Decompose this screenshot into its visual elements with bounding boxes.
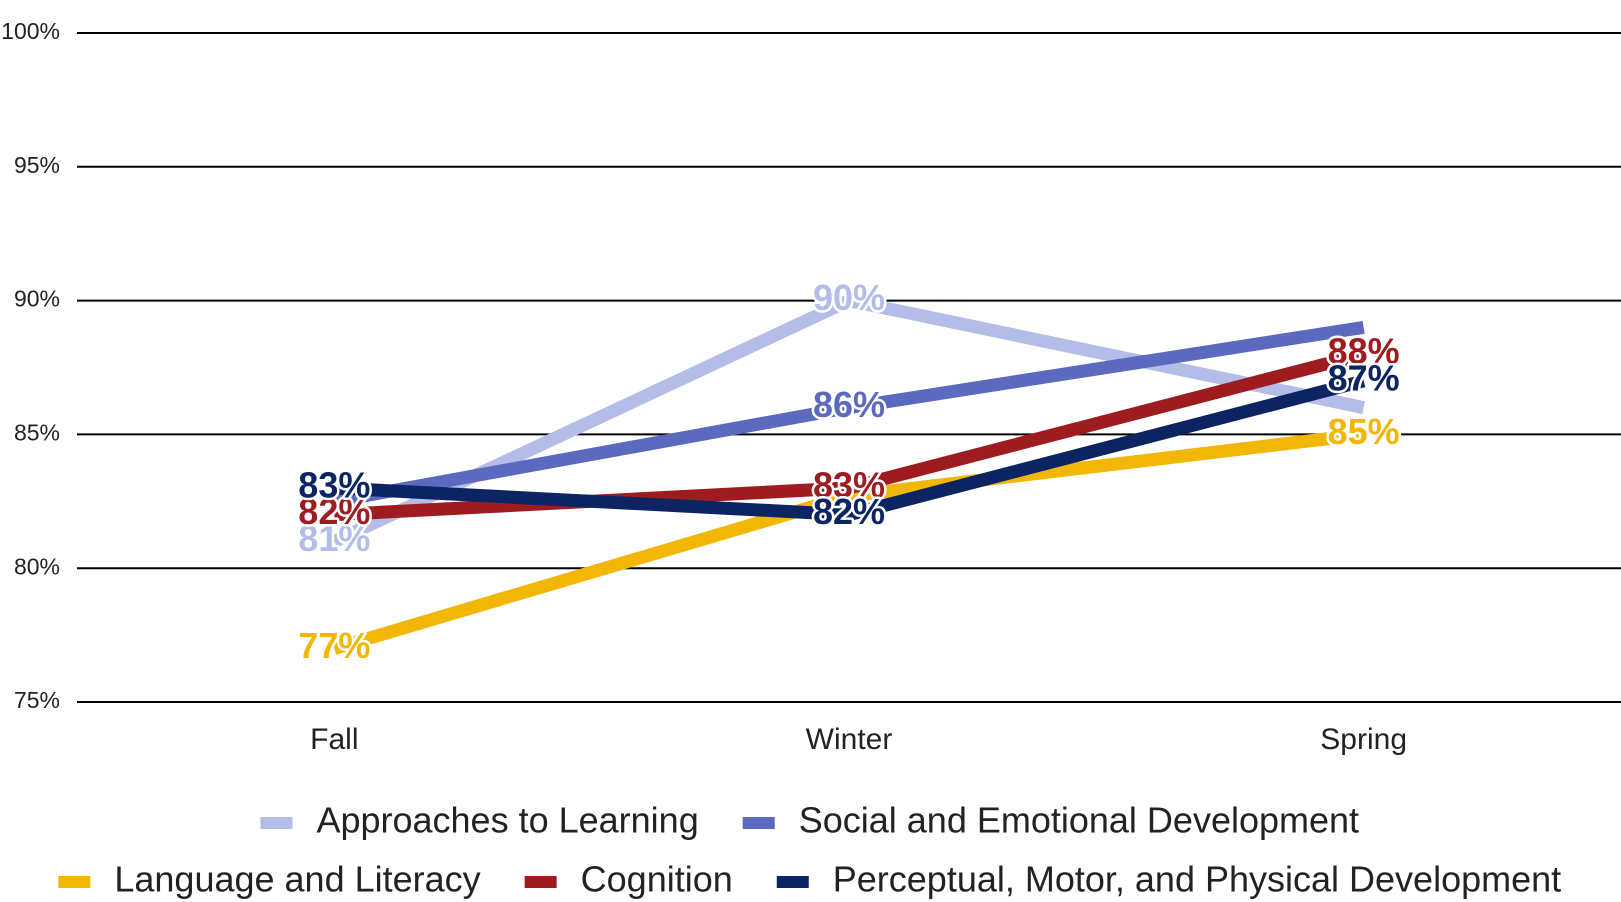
legend-label: Approaches to Learning xyxy=(316,800,698,841)
legend-swatch xyxy=(742,817,775,829)
data-label: 90% xyxy=(813,277,885,318)
x-tick-label: Spring xyxy=(1320,723,1407,756)
data-label: 88% xyxy=(1328,331,1400,372)
y-tick-label: 80% xyxy=(14,553,60,579)
data-label: 87% xyxy=(1328,357,1400,398)
y-tick-label: 90% xyxy=(14,286,60,312)
y-tick-label: 75% xyxy=(14,687,60,713)
y-tick-label: 85% xyxy=(14,419,60,445)
y-tick-label: 100% xyxy=(1,18,60,44)
series-line xyxy=(333,320,1365,508)
series-line xyxy=(331,293,1365,548)
data-label: 85% xyxy=(1328,411,1400,452)
legend-label: Social and Emotional Development xyxy=(799,800,1359,841)
data-label: 83% xyxy=(298,464,370,505)
legend-swatch xyxy=(260,817,293,829)
x-tick-label: Fall xyxy=(310,723,358,756)
legend-swatch xyxy=(524,876,557,888)
series-line xyxy=(333,374,1366,522)
data-label: 86% xyxy=(813,384,885,425)
legend-label: Perceptual, Motor, and Physical Developm… xyxy=(833,859,1561,900)
legend-swatch xyxy=(776,876,809,888)
legend-swatch xyxy=(58,876,91,888)
data-label: 81% xyxy=(298,518,370,559)
data-label: 77% xyxy=(298,625,370,666)
data-label: 82% xyxy=(813,491,885,532)
series-line xyxy=(333,347,1366,522)
legend-row: Approaches to Learning Social and Emotion… xyxy=(260,800,1359,841)
data-label: 83% xyxy=(813,464,885,505)
data-label: 82% xyxy=(298,491,370,532)
y-tick-label: 95% xyxy=(14,152,60,178)
legend-row: Language and Literacy Cognition Perceptual… xyxy=(58,859,1561,900)
series-line xyxy=(332,427,1365,655)
x-tick-label: Winter xyxy=(806,723,893,756)
legend-label: Language and Literacy xyxy=(114,859,480,900)
legend-label: Cognition xyxy=(581,859,733,900)
